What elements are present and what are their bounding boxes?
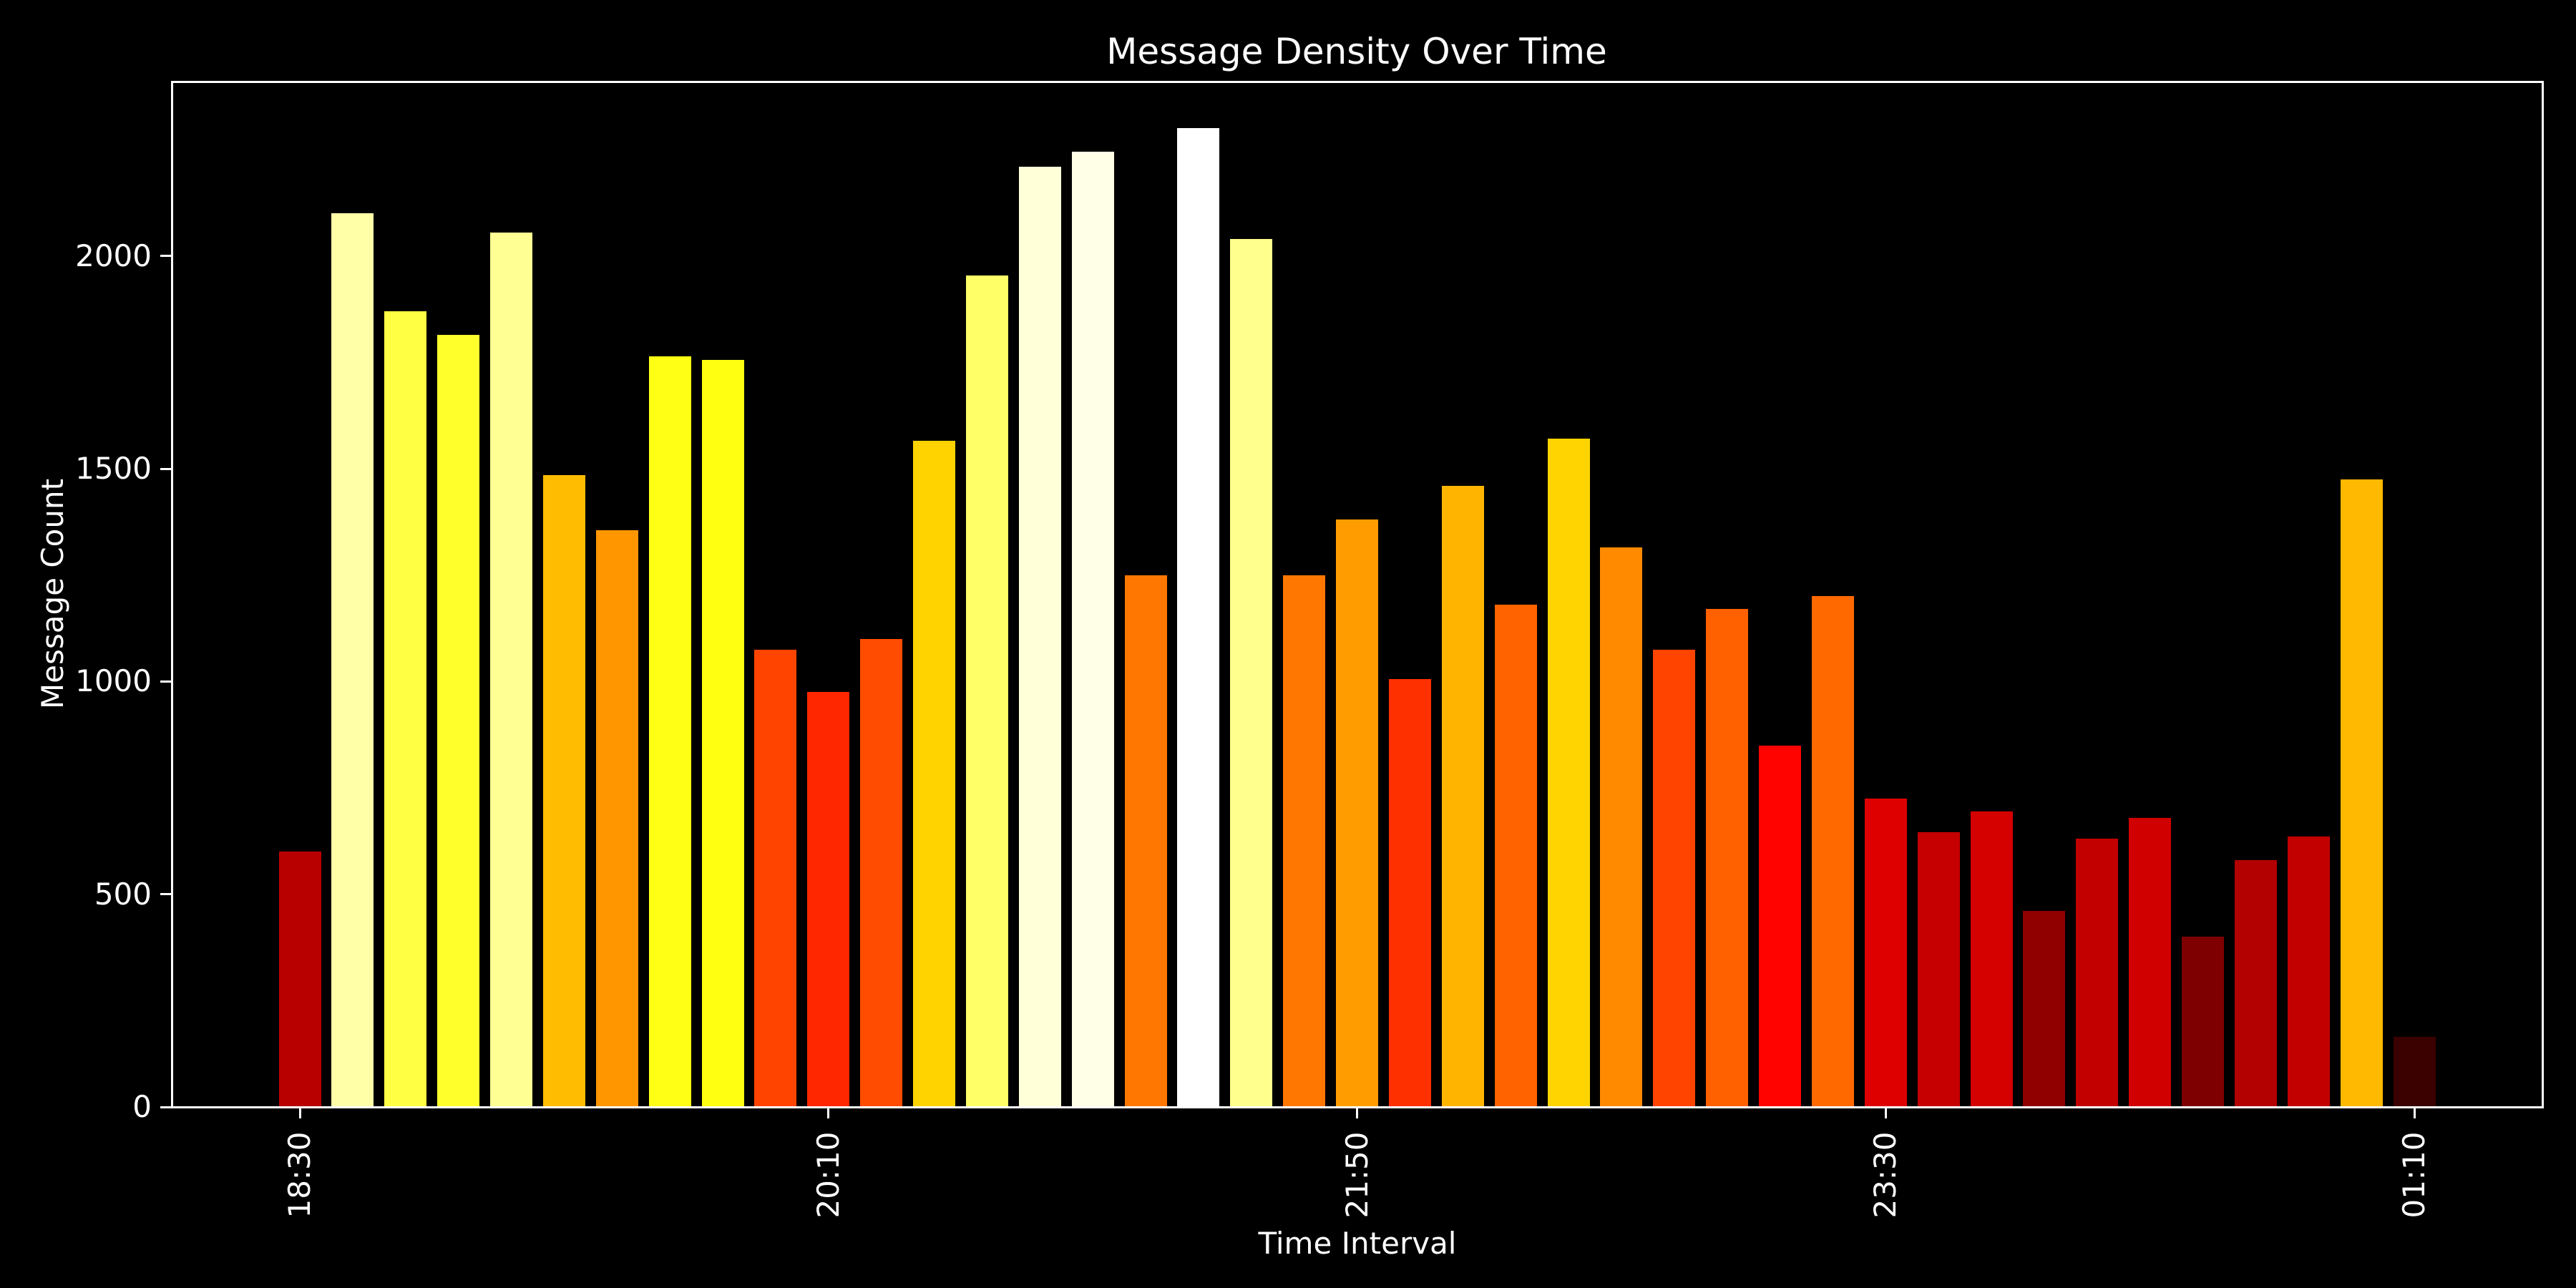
bar-20:40 [965,275,1008,1107]
y-tick-mark [160,680,172,683]
bar-20:00 [754,649,797,1107]
bar-19:00 [437,334,480,1107]
bar-19:20 [542,475,585,1107]
bar-22:10 [1441,485,1484,1107]
chart-title: Message Density Over Time [1106,31,1607,72]
bar-20:50 [1018,166,1061,1107]
x-tick-mark [2413,1107,2416,1118]
bar-20:10 [807,692,850,1107]
bar-22:50 [1653,649,1696,1107]
y-tick-label: 1500 [75,451,152,487]
bar-01:10 [2393,1036,2436,1107]
bar-21:10 [1124,575,1167,1107]
x-tick-label: 01:10 [2396,1131,2431,1219]
bar-20:30 [913,441,955,1107]
bar-21:00 [1071,152,1114,1107]
bar-18:50 [384,311,427,1107]
y-tick-label: 0 [132,1089,152,1124]
y-tick-label: 500 [94,876,152,912]
bar-21:40 [1283,575,1326,1107]
x-tick-label: 20:10 [810,1131,846,1219]
bar-23:20 [1811,596,1854,1107]
y-tick-label: 2000 [75,238,152,273]
x-tick-label: 18:30 [282,1131,317,1219]
bar-23:10 [1759,745,1801,1107]
bar-23:30 [1864,798,1907,1107]
bar-19:50 [701,360,744,1107]
x-tick-label: 21:50 [1339,1131,1375,1219]
y-axis-label: Message Count [35,478,70,710]
y-tick-mark [160,1106,172,1108]
bar-00:50 [2287,836,2330,1107]
plot-area [172,82,2542,1107]
bar-21:20 [1177,128,1220,1107]
bar-21:30 [1230,239,1273,1107]
bar-22:00 [1388,679,1431,1107]
bar-00:10 [2076,839,2119,1107]
y-tick-mark [160,893,172,896]
bar-22:20 [1494,605,1537,1107]
bar-19:40 [648,356,691,1107]
bar-18:40 [331,213,374,1107]
bar-22:40 [1600,547,1643,1107]
bar-19:10 [490,233,532,1107]
bar-00:40 [2234,860,2277,1107]
y-tick-mark [160,467,172,470]
x-tick-label: 23:30 [1868,1131,1903,1219]
x-tick-mark [298,1107,301,1118]
bar-19:30 [595,530,638,1107]
x-tick-mark [827,1107,830,1118]
bar-18:30 [278,852,321,1107]
bar-23:00 [1706,609,1749,1107]
bar-20:20 [860,638,903,1107]
bar-00:20 [2129,817,2172,1107]
bar-22:30 [1547,439,1590,1107]
bar-21:50 [1336,519,1378,1107]
bar-00:30 [2182,937,2224,1107]
bar-01:00 [2340,479,2383,1107]
bar-00:00 [2023,911,2066,1107]
bar-23:40 [1917,832,1960,1107]
x-tick-mark [1356,1107,1358,1118]
y-tick-label: 1000 [75,663,152,699]
y-tick-mark [160,255,172,258]
x-axis-label: Time Interval [1258,1226,1457,1261]
x-tick-mark [1884,1107,1887,1118]
bar-23:50 [1970,811,2013,1107]
